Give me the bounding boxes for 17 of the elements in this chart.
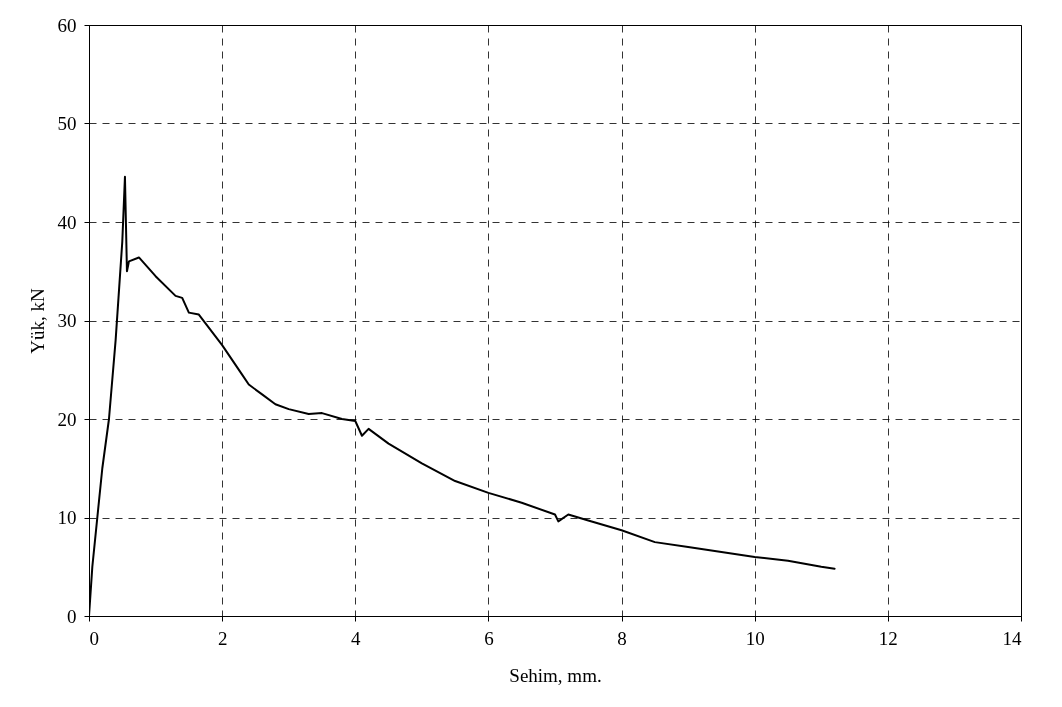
x-tick-label: 12 [878, 627, 898, 649]
y-axis-title: Yük, kN [26, 288, 48, 354]
x-axis-title: Sehim, mm. [509, 664, 602, 686]
y-tick-label: 60 [57, 14, 77, 36]
x-tick-label: 6 [484, 627, 494, 649]
x-tick-label: 2 [217, 627, 228, 649]
y-tick-label: 30 [57, 310, 77, 331]
x-tick-label: 10 [745, 627, 765, 649]
y-tick-label: 50 [57, 113, 77, 134]
y-tick-label: 40 [57, 211, 77, 233]
x-tick-label: 14 [1002, 627, 1022, 649]
y-tick-label: 0 [67, 605, 77, 627]
x-tick-label: 4 [351, 627, 362, 649]
y-tick-label: 20 [57, 408, 77, 430]
y-tick-label: 10 [57, 507, 77, 528]
x-tick-label: 0 [89, 627, 99, 649]
x-tick-label: 8 [617, 627, 627, 649]
